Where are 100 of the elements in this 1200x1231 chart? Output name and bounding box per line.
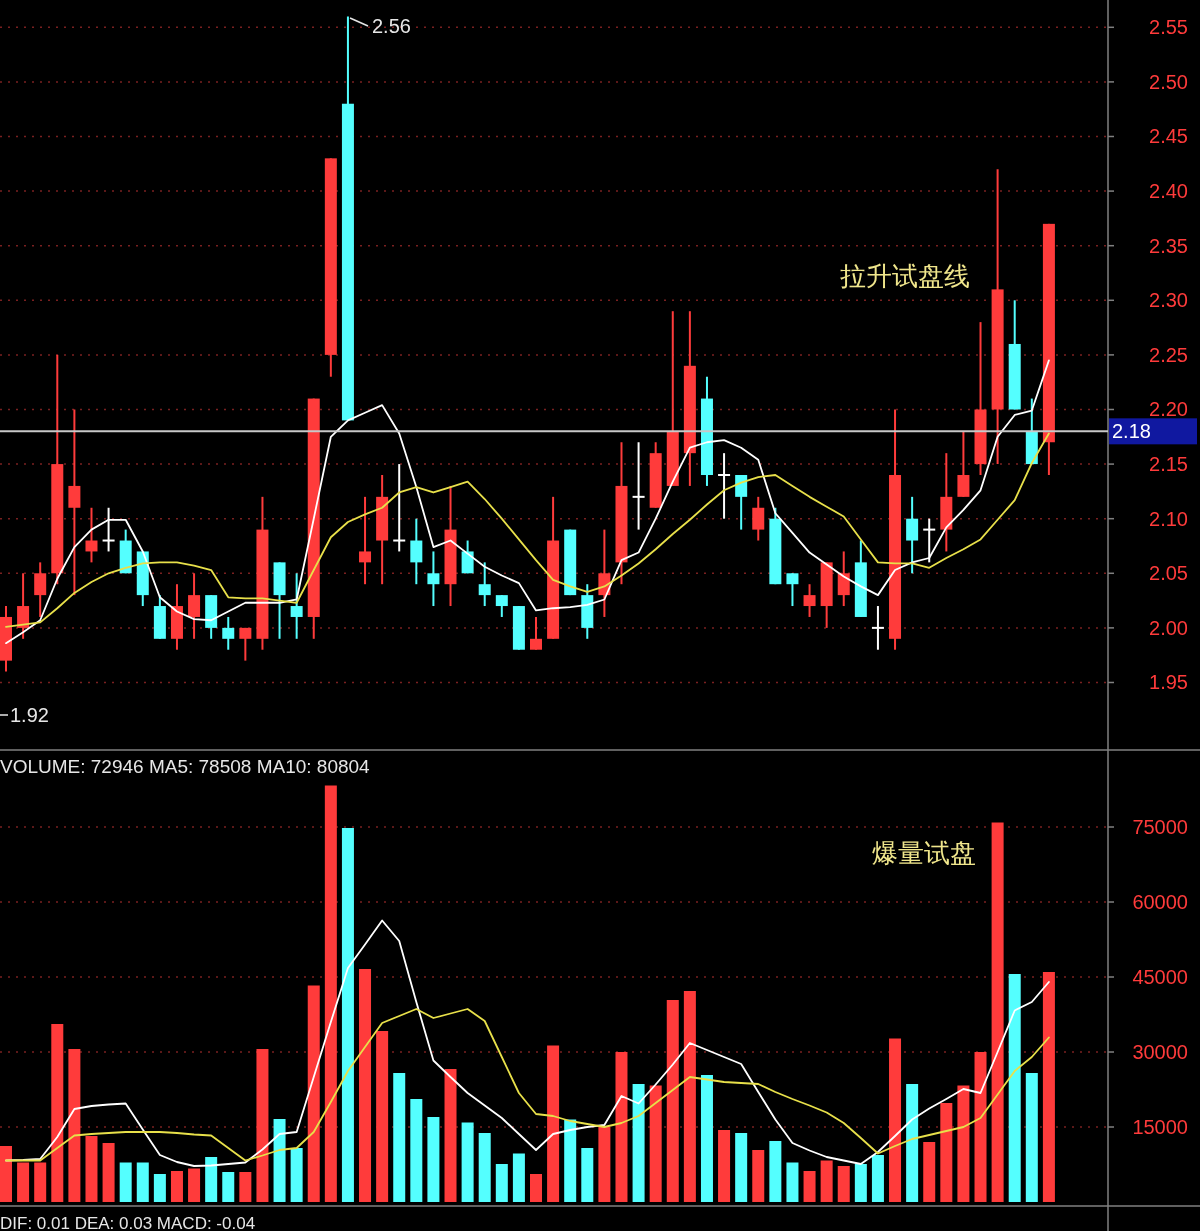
bar — [1042, 972, 1055, 1202]
bar — [786, 1162, 799, 1202]
ref-line-label: 2.18 — [1112, 420, 1151, 443]
candlestick — [718, 452, 731, 520]
bar — [51, 1024, 64, 1202]
bar — [478, 1133, 491, 1202]
bar — [547, 1045, 560, 1202]
y-tick-label: 60000 — [1132, 891, 1188, 913]
bar — [581, 1148, 594, 1202]
bar — [170, 1171, 183, 1202]
bar — [495, 1164, 508, 1202]
bar — [683, 991, 696, 1202]
bar — [410, 1099, 423, 1202]
candlestick — [410, 517, 423, 586]
bar — [871, 1155, 884, 1202]
candlestick — [871, 605, 884, 651]
bar — [34, 1162, 47, 1202]
bar — [273, 1119, 286, 1202]
bar — [205, 1157, 218, 1202]
candlestick — [530, 615, 542, 651]
candlestick — [188, 572, 201, 640]
bar — [0, 1146, 12, 1202]
line-series — [5, 432, 1050, 628]
line-series — [5, 1008, 1050, 1162]
bar — [512, 1153, 525, 1202]
candlestick — [34, 561, 47, 618]
bar — [119, 1162, 132, 1202]
bar — [889, 1038, 902, 1202]
bar — [564, 1119, 577, 1202]
candlestick — [957, 430, 970, 498]
y-tick-label: 75000 — [1132, 816, 1188, 838]
y-tick-label: 2.00 — [1149, 616, 1188, 639]
bar — [290, 1148, 303, 1202]
y-tick-label: 2.35 — [1149, 234, 1188, 257]
bar — [359, 969, 372, 1202]
annotation: 1.92 — [10, 704, 49, 726]
bar — [820, 1160, 833, 1202]
candlestick — [906, 495, 919, 575]
bar — [136, 1162, 149, 1202]
candlestick — [752, 495, 765, 542]
bar — [1025, 1073, 1038, 1202]
bar — [530, 1174, 542, 1202]
bar — [615, 1052, 628, 1202]
line-series — [5, 359, 1050, 645]
bar — [649, 1085, 662, 1202]
y-tick-label: 2.25 — [1149, 343, 1188, 366]
candlestick — [461, 539, 474, 575]
candlestick — [478, 561, 491, 608]
annotation: 拉升试盘线 — [840, 261, 970, 291]
y-tick-label: 15000 — [1132, 1116, 1188, 1138]
bar — [752, 1150, 765, 1202]
y-tick-label: 2.40 — [1149, 180, 1188, 203]
candlestick — [427, 550, 440, 608]
candlestick — [923, 517, 936, 564]
bar — [957, 1085, 970, 1202]
bar — [239, 1172, 252, 1202]
bar — [222, 1172, 235, 1202]
bar — [735, 1133, 748, 1202]
bar — [461, 1122, 474, 1202]
bar — [188, 1168, 201, 1202]
candlestick — [359, 495, 372, 586]
bar — [427, 1117, 440, 1202]
candlestick — [17, 572, 30, 640]
candlestick — [495, 594, 508, 618]
candlestick — [786, 572, 799, 608]
bar — [854, 1164, 867, 1202]
candlestick — [803, 583, 816, 618]
bar — [769, 1141, 782, 1202]
bar — [666, 1000, 679, 1202]
y-tick-label: 2.10 — [1149, 507, 1188, 530]
candlestick — [393, 463, 406, 553]
bar — [393, 1073, 406, 1202]
y-tick-label: 2.55 — [1149, 16, 1188, 39]
text: DIF: 0.01 DEA: 0.03 MACD: -0.04 — [0, 1214, 256, 1231]
bar — [718, 1130, 731, 1202]
bar — [256, 1049, 269, 1202]
candlestick — [68, 408, 81, 597]
bar — [1008, 974, 1021, 1202]
bar — [803, 1171, 816, 1202]
candlestick — [290, 572, 303, 640]
y-tick-label: 2.15 — [1149, 453, 1188, 476]
y-tick-label: 30000 — [1132, 1041, 1188, 1063]
candlestick — [85, 506, 98, 564]
bar — [102, 1143, 115, 1202]
bar — [923, 1142, 936, 1202]
y-tick-label: 2.50 — [1149, 70, 1188, 93]
bar — [632, 1084, 645, 1202]
bar — [837, 1166, 850, 1202]
bar — [906, 1084, 919, 1202]
bar — [324, 785, 337, 1202]
bar — [68, 1049, 81, 1202]
candlestick — [222, 615, 235, 651]
candlestick — [837, 550, 850, 608]
candlestick — [102, 506, 115, 553]
bar — [153, 1174, 166, 1202]
y-tick-label: 2.30 — [1149, 289, 1188, 312]
candlestick — [239, 626, 252, 662]
bar — [444, 1069, 457, 1202]
annotation: 爆量试盘 — [872, 838, 976, 868]
bar — [85, 1136, 98, 1202]
